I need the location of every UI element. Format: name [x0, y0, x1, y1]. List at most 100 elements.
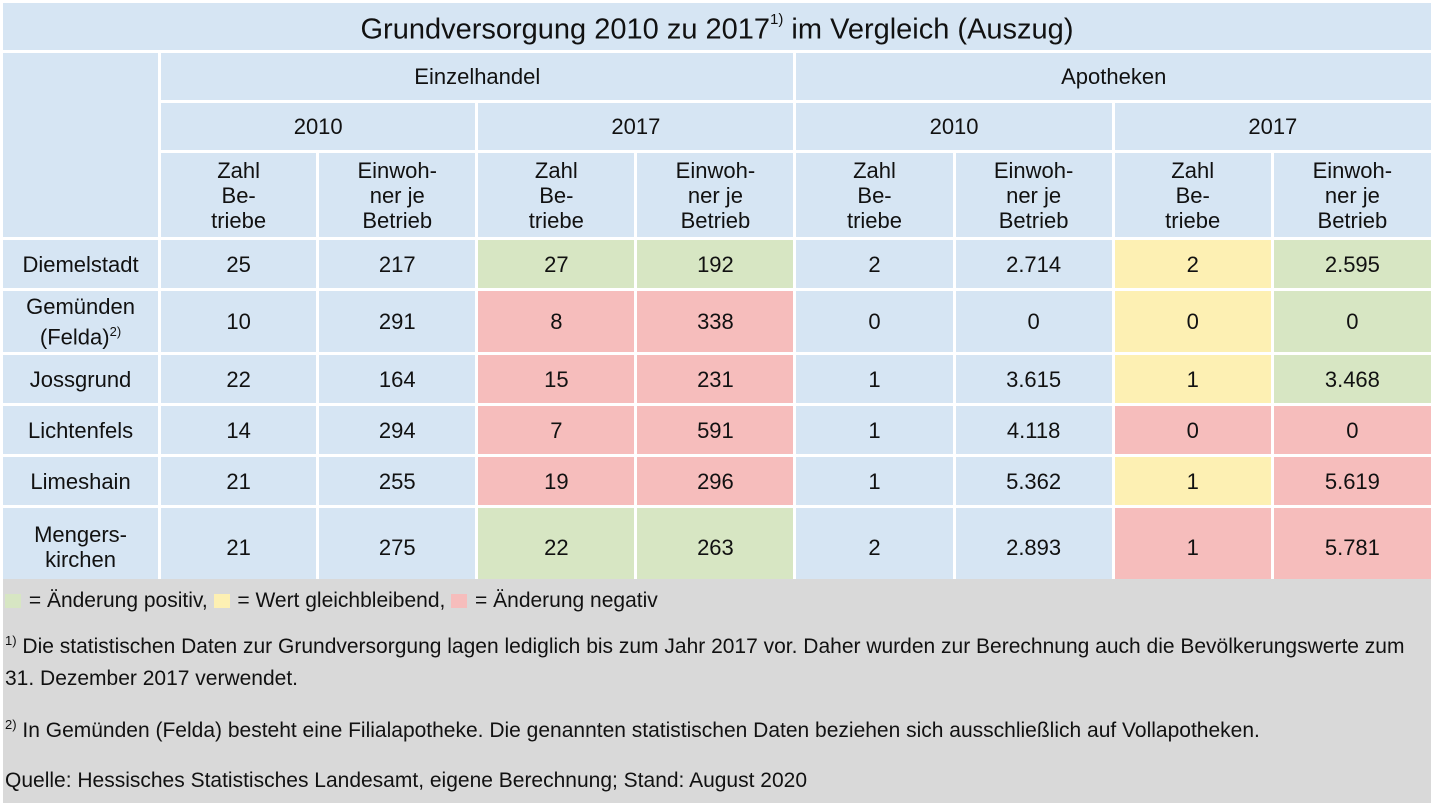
table-cell: 591	[637, 406, 794, 454]
column-header-line: Einwoh-	[357, 157, 437, 183]
table-cell: 2	[796, 508, 953, 586]
notes-panel: = Änderung positiv, = Wert gleichbleiben…	[3, 579, 1431, 803]
municipality-name-text: Limeshain	[30, 468, 131, 494]
municipality-name-text: (Felda)	[39, 324, 110, 350]
table-cell: 2.893	[955, 508, 1112, 586]
municipality-name-text: Gemünden	[26, 293, 135, 319]
municipality-name-text: kirchen	[45, 547, 116, 572]
table-cell: 19	[478, 457, 635, 505]
column-header-line: Be-	[857, 182, 892, 208]
table-cell: 0	[796, 291, 953, 352]
column-header-line: Be-	[221, 182, 256, 208]
corner-cell	[3, 53, 159, 237]
table-cell: 275	[319, 508, 476, 586]
column-header-einwohner-je-betrieb: Einwoh-ner je Betrieb	[637, 153, 794, 237]
footnote-mark: 2)	[109, 323, 122, 339]
title-text: Grundversorgung 2010 zu 2017	[360, 13, 771, 46]
table-cell: 217	[319, 240, 476, 288]
column-header-line: Zahl	[534, 157, 578, 183]
table-cell: 0	[1273, 406, 1431, 454]
column-header-line: Be-	[1175, 182, 1210, 208]
table-cell: 21	[161, 508, 317, 586]
municipality-name-text: Diemelstadt	[22, 251, 139, 277]
table-cell: 25	[161, 240, 317, 288]
footnote-2: 2) In Gemünden (Felda) besteht eine Fili…	[5, 709, 1429, 747]
table-cell: 0	[1114, 291, 1271, 352]
column-header-line: ner je	[1324, 182, 1380, 208]
column-header-line: Zahl	[853, 157, 896, 183]
table-cell: 338	[637, 291, 794, 352]
table-cell: 0	[1273, 291, 1431, 352]
table-cell: 1	[796, 355, 953, 403]
legend-negative-label: = Änderung negativ	[475, 589, 658, 612]
municipality-name: Mengers-kirchen	[3, 508, 159, 586]
table-cell: 22	[161, 355, 317, 403]
table-cell: 22	[478, 508, 635, 586]
table-cell: 2	[796, 240, 953, 288]
title-footnote-mark: 1)	[770, 10, 784, 28]
table-cell: 1	[1114, 457, 1271, 505]
group-header-einzelhandel: Einzelhandel	[161, 53, 794, 100]
table-cell: 2	[1114, 240, 1271, 288]
table-row: Jossgrund 22 164 15 231 1 3.615 1 3.468	[3, 355, 1431, 403]
legend-swatch-neutral	[213, 594, 230, 609]
table-cell: 294	[319, 406, 476, 454]
column-header-line: Einwoh-	[675, 157, 756, 183]
column-header-zahl-betriebe: Zahl Be-triebe	[161, 153, 317, 237]
comparison-table: Grundversorgung 2010 zu 20171) im Vergle…	[3, 3, 1431, 586]
municipality-name: Lichtenfels	[3, 406, 159, 454]
table-cell: 15	[478, 355, 635, 403]
municipality-name-text: Jossgrund	[29, 366, 132, 392]
municipality-name: Limeshain	[3, 457, 159, 505]
footnote-1: 1) Die statistischen Daten zur Grundvers…	[5, 625, 1429, 695]
year-header: 2017	[1114, 103, 1431, 150]
group-header-apotheken: Apotheken	[796, 53, 1431, 100]
year-header: 2010	[796, 103, 1112, 150]
column-header-line: Betrieb	[998, 207, 1069, 233]
table-cell: 192	[637, 240, 794, 288]
municipality-name-text: Mengers-	[34, 522, 127, 547]
column-header-line: Betrieb	[362, 207, 433, 233]
column-header-line: triebe	[1165, 207, 1221, 233]
table-cell: 27	[478, 240, 635, 288]
municipality-name-text: Lichtenfels	[27, 417, 134, 443]
table-cell: 8	[478, 291, 635, 352]
table-cell: 0	[1114, 406, 1271, 454]
table-cell: 291	[319, 291, 476, 352]
table-cell: 1	[1114, 508, 1271, 586]
year-header: 2017	[478, 103, 794, 150]
column-header-line: Betrieb	[680, 207, 751, 233]
footnote-mark: 1)	[5, 633, 17, 648]
column-header-line: ner je	[369, 182, 425, 208]
column-header-line: Zahl	[1171, 157, 1215, 183]
column-header-line: Einwoh-	[993, 157, 1074, 183]
table-cell: 14	[161, 406, 317, 454]
column-header-line: ner je	[687, 182, 743, 208]
column-header-line: Zahl	[217, 157, 261, 183]
table-row: Limeshain 21 255 19 296 1 5.362 1 5.619	[3, 457, 1431, 505]
municipality-name: Gemünden (Felda)2)	[3, 291, 159, 352]
column-header-line: Betrieb	[1317, 207, 1388, 233]
column-header-line: Einwoh-	[1312, 157, 1393, 183]
legend-neutral-label: = Wert gleichbleibend,	[237, 589, 446, 612]
column-header-line: triebe	[528, 207, 584, 233]
footnote-text: Die statistischen Daten zur Grundversorg…	[5, 635, 1405, 690]
legend-swatch-positive	[5, 594, 21, 609]
table-cell: 231	[637, 355, 794, 403]
column-header-einwohner-je-betrieb: Einwoh-ner je Betrieb	[319, 153, 476, 237]
table-cell: 263	[637, 508, 794, 586]
column-header-zahl-betriebe: Zahl Be-triebe	[796, 153, 953, 237]
footnote-text: In Gemünden (Felda) besteht eine Filiala…	[16, 719, 1260, 742]
column-header-line: triebe	[846, 207, 903, 233]
table-cell: 255	[319, 457, 476, 505]
table-cell: 4.118	[955, 406, 1112, 454]
legend-swatch-negative	[451, 594, 468, 609]
column-header-einwohner-je-betrieb: Einwoh-ner je Betrieb	[955, 153, 1112, 237]
municipality-name: Diemelstadt	[3, 240, 159, 288]
column-header-zahl-betriebe: Zahl Be-triebe	[1114, 153, 1271, 237]
table-row: Lichtenfels 14 294 7 591 1 4.118 0 0	[3, 406, 1431, 454]
column-header-line: ner je	[1006, 182, 1062, 208]
table-cell: 7	[478, 406, 635, 454]
color-legend: = Änderung positiv, = Wert gleichbleiben…	[5, 585, 1429, 617]
